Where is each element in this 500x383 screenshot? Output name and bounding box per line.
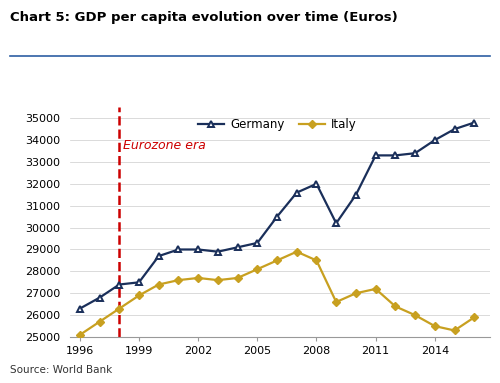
Italy <box>314 258 320 263</box>
Germany <box>274 214 280 219</box>
Italy <box>392 304 398 309</box>
Germany <box>234 245 240 250</box>
Text: Chart 5: GDP per capita evolution over time (Euros): Chart 5: GDP per capita evolution over t… <box>10 11 398 25</box>
Italy <box>96 319 102 324</box>
Italy <box>77 332 83 337</box>
Line: Italy: Italy <box>77 249 477 338</box>
Italy <box>432 324 438 328</box>
Line: Germany: Germany <box>76 119 477 312</box>
Germany <box>116 282 122 287</box>
Germany <box>77 306 83 311</box>
Germany <box>156 254 162 259</box>
Italy <box>412 313 418 318</box>
Germany <box>432 138 438 142</box>
Italy <box>274 258 280 263</box>
Germany <box>452 127 458 131</box>
Germany <box>314 182 320 186</box>
Italy <box>333 300 339 304</box>
Italy <box>195 276 201 280</box>
Germany <box>254 241 260 245</box>
Italy <box>176 278 182 282</box>
Germany <box>294 190 300 195</box>
Italy <box>116 306 122 311</box>
Germany <box>176 247 182 252</box>
Germany <box>412 151 418 155</box>
Italy <box>471 315 477 320</box>
Germany <box>392 153 398 158</box>
Italy <box>234 276 240 280</box>
Germany <box>215 249 221 254</box>
Germany <box>471 120 477 125</box>
Italy <box>156 282 162 287</box>
Italy <box>452 328 458 333</box>
Germany <box>96 295 102 300</box>
Germany <box>333 221 339 226</box>
Italy <box>215 278 221 282</box>
Italy <box>254 267 260 272</box>
Italy <box>353 291 359 296</box>
Germany <box>136 280 142 285</box>
Italy <box>136 293 142 298</box>
Germany <box>372 153 378 158</box>
Legend: Germany, Italy: Germany, Italy <box>194 113 361 136</box>
Text: Eurozone era: Eurozone era <box>123 139 206 152</box>
Germany <box>353 193 359 197</box>
Italy <box>372 286 378 291</box>
Text: Source: World Bank: Source: World Bank <box>10 365 112 375</box>
Italy <box>294 249 300 254</box>
Germany <box>195 247 201 252</box>
